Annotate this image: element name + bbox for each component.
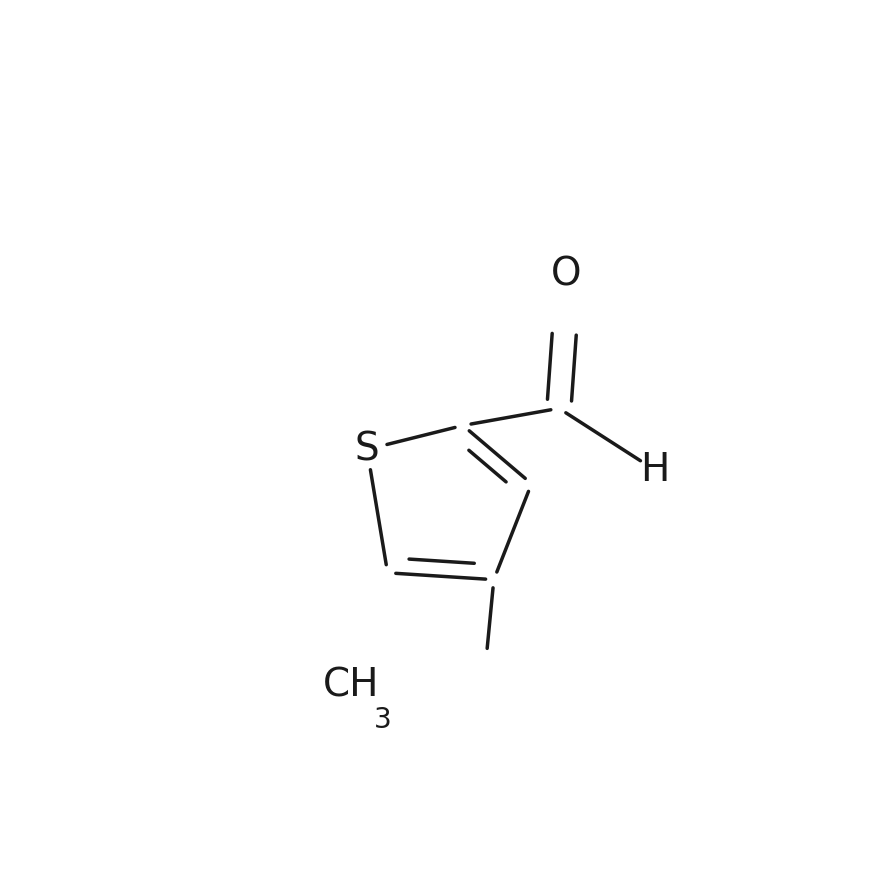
Text: S: S xyxy=(355,431,379,468)
Text: CH: CH xyxy=(322,667,379,705)
Text: H: H xyxy=(640,451,669,489)
Text: O: O xyxy=(551,255,581,294)
Text: 3: 3 xyxy=(374,707,392,734)
